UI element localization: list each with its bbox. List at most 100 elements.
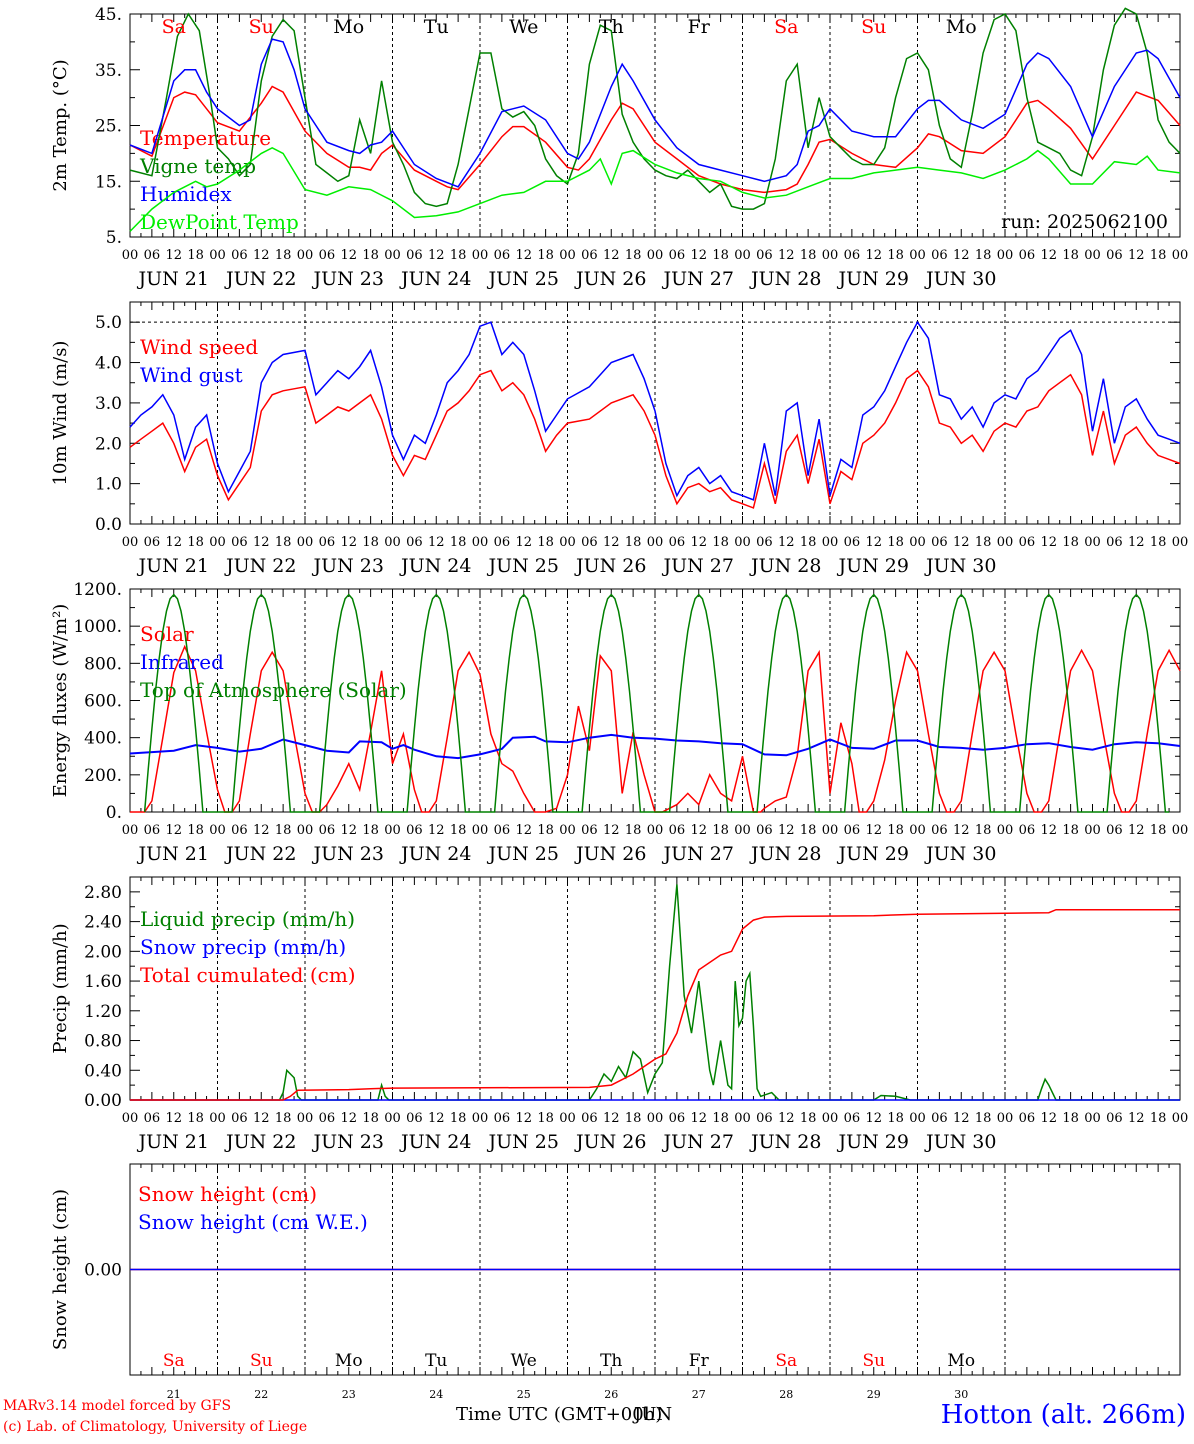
- panel-4-y-tick-label: 1.60: [84, 972, 122, 992]
- panel-1-hour-tick-label: 12: [603, 248, 620, 263]
- panel-2-hour-tick-label: 06: [144, 535, 161, 550]
- panel-1-day-label: JUN 27: [662, 268, 734, 290]
- panel-4-hour-tick-label: 06: [669, 1111, 686, 1126]
- panel-3-y-tick-label: 0.: [106, 803, 122, 823]
- panel-2-hour-tick-label: 06: [844, 535, 861, 550]
- panel-3-y-axis-label: Energy fluxes (W/m²): [50, 604, 71, 798]
- panel-2-day-label: JUN 23: [312, 555, 384, 577]
- bottom-day-number: 29: [867, 1388, 881, 1401]
- bottom-day-number: 26: [604, 1388, 618, 1401]
- panel-5-y-axis-label: Snow height (cm): [50, 1189, 71, 1350]
- panel-1-hour-tick-label: 00: [559, 248, 576, 263]
- panel-3-hour-tick-label: 18: [712, 823, 729, 838]
- panel-1-legend-2: Vigne temp: [139, 154, 256, 178]
- panel-4-hour-tick-label: 18: [275, 1111, 292, 1126]
- panel-1-legend-1: Temperature: [140, 126, 271, 150]
- panel-4-y-tick-label: 2.40: [84, 913, 122, 933]
- panel-1-series-4-line: [129, 146, 1181, 232]
- panel-4-hour-tick-label: 06: [406, 1111, 423, 1126]
- panel-2-hour-tick-label: 18: [975, 535, 992, 550]
- panel-1-day-label: JUN 29: [837, 268, 909, 290]
- panel-2-hour-tick-label: 06: [1019, 535, 1036, 550]
- bottom-weekday-label: Fr: [689, 1351, 710, 1371]
- panel-4-day-label: JUN 22: [224, 1131, 296, 1153]
- panel-1-day-label: JUN 25: [487, 268, 559, 290]
- bottom-weekday-label: Mo: [335, 1351, 363, 1371]
- panel-3-y-tick-label: 1000.: [73, 617, 122, 637]
- panel-4-hour-tick-label: 00: [734, 1111, 751, 1126]
- panel-1-hour-tick-label: 00: [997, 248, 1014, 263]
- panel-4-hour-tick-label: 12: [953, 1111, 970, 1126]
- panel-4-legend-2: Snow precip (mm/h): [140, 935, 346, 959]
- panel-1-day-label: JUN 21: [137, 268, 209, 290]
- panel-2-hour-tick-label: 06: [669, 535, 686, 550]
- panel-1-day-label: JUN 24: [399, 268, 471, 290]
- panel-3-day-label: JUN 26: [574, 843, 646, 865]
- panel-3-hour-tick-label: 18: [800, 823, 817, 838]
- panel-4-hour-tick-label: 18: [537, 1111, 554, 1126]
- panel-4-y-tick-label: 2.00: [84, 942, 122, 962]
- panel-4-hour-tick-label: 12: [340, 1111, 357, 1126]
- panel-3-y-tick-label: 800.: [84, 654, 122, 674]
- panel-3-hour-tick-label: 00: [647, 823, 664, 838]
- panel-2-hour-tick-label: 00: [822, 535, 839, 550]
- panel-2-hour-tick-label: 06: [319, 535, 336, 550]
- bottom-weekday-label: Th: [600, 1351, 622, 1371]
- panel-4-hour-tick-label: 12: [690, 1111, 707, 1126]
- panel-1-hour-tick-label: 06: [494, 248, 511, 263]
- panel-4-hour-tick-label: 00: [297, 1111, 314, 1126]
- panel-1-hour-tick-label: 12: [340, 248, 357, 263]
- panel-2-hour-tick-label: 00: [384, 535, 401, 550]
- panel-2-hour-tick-label: 12: [253, 535, 270, 550]
- bottom-day-number: 22: [254, 1388, 268, 1401]
- bottom-weekday-label: Tu: [425, 1351, 447, 1371]
- panel-3-hour-tick-label: 12: [1128, 823, 1145, 838]
- panel-5-legend-2: Snow height (cm W.E.): [138, 1210, 368, 1234]
- panel-1-hour-tick-label: 06: [844, 248, 861, 263]
- top-weekday-label: Tu: [424, 16, 449, 38]
- panel-1-y-tick-label: 25.: [95, 117, 122, 137]
- panel-3-hour-tick-label: 06: [406, 823, 423, 838]
- panel-1-hour-tick-label: 18: [887, 248, 904, 263]
- panel-3-hour-tick-label: 06: [756, 823, 773, 838]
- bottom-day-number: 21: [167, 1388, 181, 1401]
- panel-2-hour-tick-label: 06: [581, 535, 598, 550]
- panel-3-hour-tick-label: 00: [1084, 823, 1101, 838]
- panel-4-y-tick-label: 0.80: [84, 1032, 122, 1052]
- panel-3-day-label: JUN 24: [399, 843, 471, 865]
- panel-3-hour-tick-label: 12: [778, 823, 795, 838]
- panel-2-day-label: JUN 22: [224, 555, 296, 577]
- panel-4-hour-tick-label: 12: [165, 1111, 182, 1126]
- panel-4-y-tick-label: 0.00: [84, 1091, 122, 1111]
- panel-2-hour-tick-label: 06: [406, 535, 423, 550]
- panel-3-hour-tick-label: 18: [362, 823, 379, 838]
- panel-3-hour-tick-label: 00: [472, 823, 489, 838]
- panel-2-hour-tick-label: 18: [712, 535, 729, 550]
- panel-4-hour-tick-label: 18: [800, 1111, 817, 1126]
- panel-3-hour-tick-label: 12: [690, 823, 707, 838]
- panel-4-hour-tick-label: 18: [625, 1111, 642, 1126]
- panel-2-day-label: JUN 29: [837, 555, 909, 577]
- panel-4-hour-tick-label: 00: [122, 1111, 139, 1126]
- panel-1-hour-tick-label: 12: [778, 248, 795, 263]
- panel-3-hour-tick-label: 12: [165, 823, 182, 838]
- panel-4-day-label: JUN 23: [312, 1131, 384, 1153]
- panel-3-day-label: JUN 29: [837, 843, 909, 865]
- panel-1-hour-tick-label: 06: [581, 248, 598, 263]
- panel-4-y-tick-label: 2.80: [84, 883, 122, 903]
- panel-1-hour-tick-label: 06: [1106, 248, 1123, 263]
- panel-4-legend-3: Total cumulated (cm): [140, 963, 356, 987]
- panel-1-hour-tick-label: 06: [319, 248, 336, 263]
- panel-4-hour-tick-label: 00: [822, 1111, 839, 1126]
- panel-2-hour-tick-label: 18: [362, 535, 379, 550]
- panel-4-hour-tick-label: 06: [756, 1111, 773, 1126]
- panel-1-hour-tick-label: 00: [297, 248, 314, 263]
- panel-2-hour-tick-label: 00: [997, 535, 1014, 550]
- panel-2-hour-tick-label: 12: [1040, 535, 1057, 550]
- panel-3-hour-tick-label: 18: [450, 823, 467, 838]
- panel-2-hour-tick-label: 00: [122, 535, 139, 550]
- panel-1-hour-tick-label: 00: [1172, 248, 1189, 263]
- panel-1-day-label: JUN 22: [224, 268, 296, 290]
- panel-2-day-label: JUN 25: [487, 555, 559, 577]
